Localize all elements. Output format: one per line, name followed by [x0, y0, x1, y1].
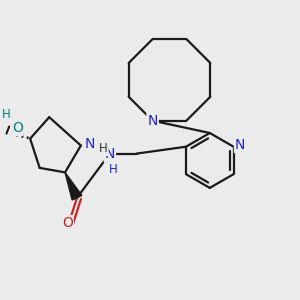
Text: N: N	[147, 114, 158, 128]
Text: H: H	[2, 108, 11, 121]
Text: H: H	[108, 163, 117, 176]
Text: N: N	[85, 137, 95, 151]
Text: O: O	[12, 121, 23, 135]
Text: O: O	[62, 216, 73, 230]
Text: N: N	[105, 148, 115, 161]
Text: H: H	[99, 142, 108, 155]
Text: N: N	[235, 138, 245, 152]
Polygon shape	[65, 172, 82, 200]
